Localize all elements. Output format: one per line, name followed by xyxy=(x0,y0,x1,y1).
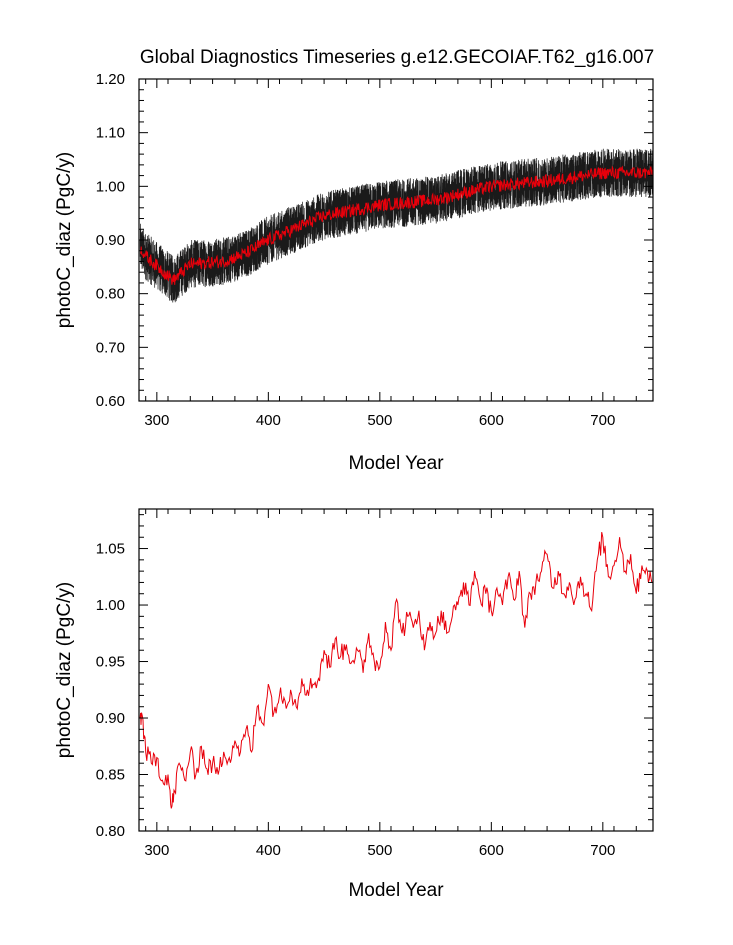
top-y-tick-label: 0.60 xyxy=(96,393,125,410)
top-y-tick-label: 0.90 xyxy=(96,232,125,249)
chart-title: Global Diagnostics Timeseries g.e12.GECO… xyxy=(140,47,654,68)
bottom-plot-area xyxy=(139,531,653,809)
bottom-x-axis-label: Model Year xyxy=(348,880,444,901)
bottom-y-tick-label: 0.90 xyxy=(96,710,125,727)
bottom-y-tick-label: 0.95 xyxy=(96,654,125,671)
top-panel: 300 400 500 600 700 0.60 0.70 0.80 0.90 1.00 1.10 1… xyxy=(54,71,654,474)
top-x-axis-label: Model Year xyxy=(348,453,444,474)
top-y-tick-label: 1.00 xyxy=(96,178,125,195)
bottom-y-tick-label: 0.80 xyxy=(96,823,125,840)
top-x-tick-label: 300 xyxy=(144,412,169,429)
top-axes: 300 400 500 600 700 0.60 0.70 0.80 0.90 1.00 1.10 1… xyxy=(96,71,653,429)
top-series-annual-mean-line xyxy=(139,165,653,285)
bottom-x-tick-label: 400 xyxy=(256,842,281,859)
top-y-axis-label: photoC_diaz (PgC/y) xyxy=(54,152,75,328)
bottom-x-tick-label: 300 xyxy=(144,842,169,859)
top-plot-area xyxy=(139,148,653,303)
top-y-tick-label: 0.70 xyxy=(96,339,125,356)
top-x-tick-label: 600 xyxy=(479,412,504,429)
bottom-axes: 300 400 500 600 700 0.80 0.85 0.90 0.95 1.00 1.05 xyxy=(96,509,653,859)
bottom-y-tick-label: 1.05 xyxy=(96,541,125,558)
bottom-y-tick-label: 1.00 xyxy=(96,597,125,614)
top-y-tick-label: 1.10 xyxy=(96,125,125,142)
top-x-tick-label: 400 xyxy=(256,412,281,429)
bottom-y-tick-label: 0.85 xyxy=(96,767,125,784)
top-series-monthly-line xyxy=(139,148,653,303)
top-y-tick-label: 1.20 xyxy=(96,71,125,88)
top-plot-frame xyxy=(138,78,654,402)
bottom-plot-frame xyxy=(138,508,654,832)
bottom-panel: 300 400 500 600 7000.800.850.900.951.001.05 … xyxy=(54,508,654,901)
bottom-series-annual-mean-line xyxy=(139,531,653,809)
bottom-x-tick-label: 700 xyxy=(590,842,615,859)
top-x-tick-label: 500 xyxy=(367,412,392,429)
top-x-tick-label: 700 xyxy=(590,412,615,429)
bottom-y-axis-label: photoC_diaz (PgC/y) xyxy=(54,582,75,758)
top-y-tick-label: 0.80 xyxy=(96,286,125,303)
bottom-x-tick-label: 600 xyxy=(479,842,504,859)
bottom-x-tick-label: 500 xyxy=(367,842,392,859)
